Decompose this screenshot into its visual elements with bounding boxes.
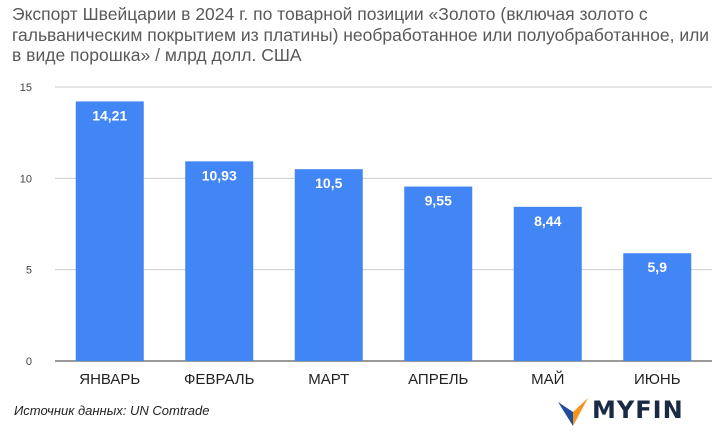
y-tick-label: 15	[20, 82, 32, 94]
x-tick-label: ИЮНЬ	[634, 371, 681, 388]
y-tick-label: 5	[26, 265, 32, 277]
bar-value-label: 10,5	[315, 175, 342, 191]
myfin-logo-text: MYFIN	[592, 396, 684, 424]
bar	[513, 206, 582, 361]
bar	[623, 253, 692, 361]
y-tick-label: 10	[20, 173, 32, 185]
bar	[185, 161, 254, 361]
bar	[404, 186, 473, 361]
x-tick-label: МАРТ	[308, 371, 349, 388]
x-tick-label: МАЙ	[531, 370, 564, 388]
bars	[75, 101, 692, 361]
bar-value-label: 8,44	[534, 213, 561, 229]
bar-value-label: 10,93	[202, 167, 237, 183]
source-note: Источник данных: UN Comtrade	[14, 403, 210, 418]
x-tick-label: АПРЕЛЬ	[408, 371, 468, 388]
bar-value-label: 14,21	[92, 107, 127, 123]
myfin-logo: MYFIN	[556, 394, 716, 430]
bar-value-label: 5,9	[648, 259, 668, 275]
x-tick-label: ЯНВАРЬ	[79, 371, 140, 388]
bar-value-label: 9,55	[425, 193, 452, 209]
data-labels: 14,21 10,93 10,5 9,55 8,44 5,9	[92, 107, 667, 275]
x-tick-label: ФЕВРАЛЬ	[184, 371, 255, 388]
myfin-logo-icon	[558, 398, 588, 426]
chart-title: Экспорт Швейцарии в 2024 г. по товарной …	[12, 4, 710, 65]
bar	[75, 101, 144, 361]
x-axis-ticks: ЯНВАРЬ ФЕВРАЛЬ МАРТ АПРЕЛЬ МАЙ ИЮНЬ	[79, 370, 680, 388]
y-tick-label: 0	[26, 356, 32, 368]
bar	[294, 169, 363, 361]
y-axis-ticks: 0 5 10 15	[20, 82, 32, 368]
gridlines	[55, 86, 712, 362]
